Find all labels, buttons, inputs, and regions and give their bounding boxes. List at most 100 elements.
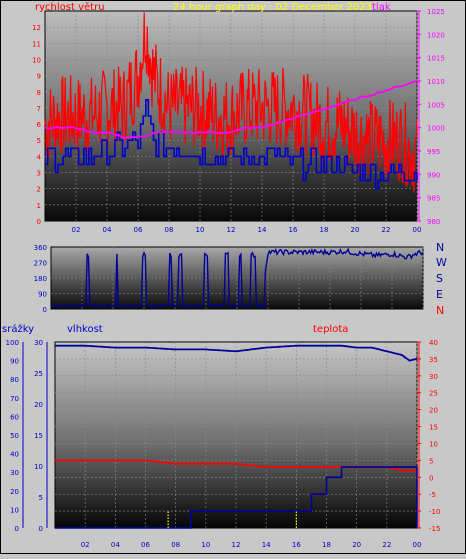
temperature-axis-tick-label: 0: [429, 474, 433, 482]
temperature-axis-tick-label: -10: [429, 508, 440, 516]
wind-axis-tick-label: 7: [37, 105, 41, 113]
bottom-x-tick-label: 08: [171, 541, 180, 549]
wind-speed-label: rychlost větru: [35, 1, 105, 13]
temperature-axis-tick-label: 5: [429, 457, 433, 465]
humidity-axis-tick-label: 50: [10, 432, 19, 440]
top-x-tick-label: 22: [382, 226, 391, 234]
rain-axis-tick-label: 20: [34, 401, 43, 409]
pressure-axis-tick-label: 980: [427, 218, 440, 226]
wind-axis-tick-label: 4: [37, 153, 42, 161]
humidity-series: [55, 344, 418, 362]
rain-axis-tick-label: 30: [34, 339, 43, 347]
top-x-tick-label: 16: [289, 226, 298, 234]
bottom-x-tick-label: 04: [111, 541, 120, 549]
bottom-x-tick-label: 20: [352, 541, 361, 549]
wind-axis-tick-label: 10: [32, 56, 41, 64]
rain-axis-tick-label: 5: [39, 494, 43, 502]
humidity-label: vlhkost: [67, 324, 103, 335]
pressure-axis-tick-label: 985: [427, 195, 440, 203]
bottom-x-tick-label: 06: [141, 541, 150, 549]
compass-w: W: [436, 256, 447, 269]
bottom-x-tick-label: 10: [201, 541, 210, 549]
rain-label: srážky: [2, 323, 34, 335]
humidity-axis-tick-label: 30: [10, 469, 19, 477]
bottom-x-tick-label: 02: [81, 541, 90, 549]
series-layer: [44, 12, 424, 529]
direction-axis-tick-label: 360: [34, 244, 47, 252]
compass-s: S: [436, 272, 443, 285]
bottom-x-tick-label: 12: [232, 541, 241, 549]
humidity-axis-tick-label: 80: [10, 376, 19, 384]
compass-n-top: N: [436, 241, 444, 254]
rain-axis-tick-label: 25: [34, 370, 43, 378]
wind-axis-tick-label: 11: [32, 40, 41, 48]
wind-average-series: [45, 99, 418, 190]
graph-title: 24 hour graph day : 02 December 2023: [173, 2, 372, 13]
wind-axis-tick-label: 5: [37, 137, 41, 145]
pressure-axis-tick-label: 1015: [427, 55, 445, 63]
wind-axis-tick-label: 3: [37, 170, 41, 178]
top-x-tick-label: 18: [320, 226, 329, 234]
pressure-axis-tick-label: 995: [427, 148, 440, 156]
humidity-axis-tick-label: 0: [15, 525, 19, 533]
pressure-label: tlak: [372, 2, 391, 13]
wind-axis-tick-label: 8: [37, 89, 41, 97]
humidity-axis-tick-label: 60: [10, 413, 19, 421]
rain-axis-tick-label: 0: [39, 525, 43, 533]
humidity-axis-tick-label: 90: [10, 358, 19, 366]
top-x-tick-label: 10: [196, 226, 205, 234]
top-x-tick-label: 20: [351, 226, 360, 234]
wind-axis-tick-label: 1: [37, 202, 41, 210]
direction-axis-tick-label: 0: [43, 306, 47, 314]
pressure-axis-tick-label: 1000: [427, 125, 445, 133]
temperature-axis-tick-label: 40: [429, 339, 438, 347]
direction-axis-tick-label: 270: [34, 260, 47, 268]
temperature-axis-tick-label: 10: [429, 440, 438, 448]
wind-axis-tick-label: 9: [37, 73, 41, 81]
pressure-series: [44, 80, 418, 139]
bottom-x-tick-label: 18: [322, 541, 331, 549]
wind-axis-tick-label: 6: [37, 121, 42, 129]
temperature-axis-tick-label: 20: [429, 407, 438, 415]
pressure-axis-tick-label: 1010: [427, 78, 445, 86]
humidity-axis-tick-label: 20: [10, 488, 19, 496]
top-x-tick-label: 14: [258, 226, 267, 234]
wind-axis-tick-label: 0: [37, 218, 41, 226]
pressure-axis-tick-label: 1025: [427, 8, 445, 16]
humidity-axis-tick-label: 40: [10, 451, 19, 459]
rain-axis-tick-label: 10: [34, 463, 43, 471]
wind-direction-series: [50, 247, 424, 308]
rain-axis-tick-label: 15: [34, 432, 43, 440]
tick-label-layer: 0123456789101112980985990995100010051010…: [6, 8, 445, 549]
humidity-axis-tick-label: 10: [10, 506, 19, 514]
lower-temperature-series: [55, 466, 418, 529]
pressure-axis-tick-label: 1020: [427, 31, 445, 39]
temperature-axis-tick-label: -15: [429, 525, 440, 533]
bottom-x-tick-label: 00: [413, 541, 422, 549]
temperature-label: teplota: [313, 324, 348, 335]
direction-axis-tick-label: 180: [34, 275, 47, 283]
temperature-axis-tick-label: 35: [429, 356, 438, 364]
top-x-tick-label: 06: [134, 226, 143, 234]
direction-axis-tick-label: 90: [38, 291, 47, 299]
humidity-axis-tick-label: 70: [10, 395, 19, 403]
top-x-tick-label: 12: [227, 226, 236, 234]
wind-axis-tick-label: 12: [32, 24, 41, 32]
pressure-axis-tick-label: 1005: [427, 101, 445, 109]
temperature-axis-tick-label: 15: [429, 424, 438, 432]
temperature-axis-tick-label: 30: [429, 373, 438, 381]
wind-axis-tick-label: 2: [37, 186, 41, 194]
bottom-x-tick-label: 16: [292, 541, 301, 549]
wind-speed-series: [44, 12, 418, 193]
bottom-x-tick-label: 22: [382, 541, 391, 549]
humidity-axis-tick-label: 100: [6, 339, 19, 347]
temperature-axis-tick-label: -5: [429, 491, 436, 499]
bottom-x-tick-label: 14: [262, 541, 271, 549]
top-x-tick-label: 00: [413, 226, 422, 234]
compass-n-bottom: N: [436, 304, 444, 317]
pressure-axis-tick-label: 990: [427, 171, 440, 179]
top-x-tick-label: 08: [165, 226, 174, 234]
top-x-tick-label: 02: [72, 226, 81, 234]
